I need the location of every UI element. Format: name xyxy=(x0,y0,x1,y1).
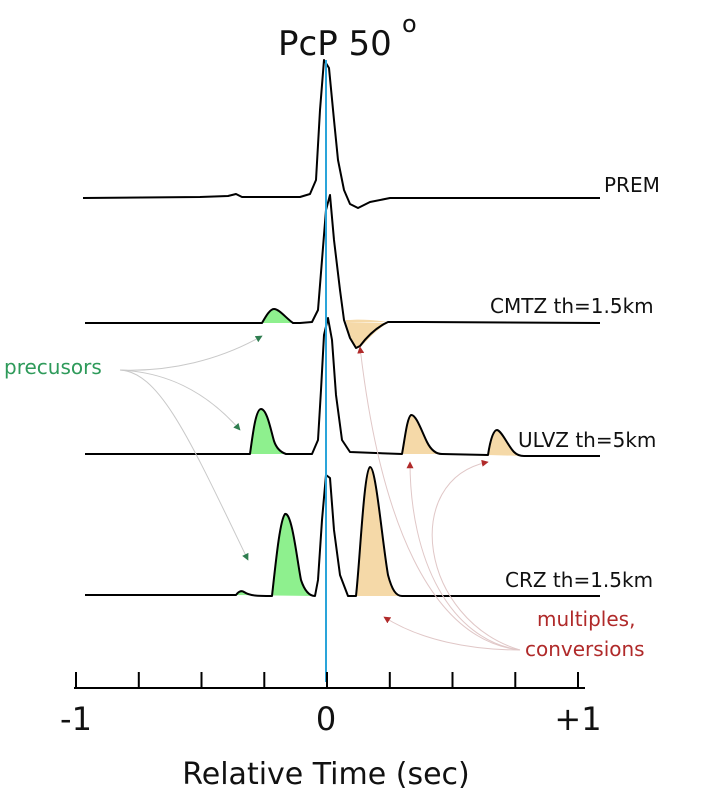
precursor-arrow-ulvz xyxy=(119,369,241,431)
multiple-arrow-crz xyxy=(383,616,521,651)
trace-cmtz xyxy=(85,194,601,349)
precursor-fill-crz xyxy=(236,513,315,596)
multiple-fill-cmtz xyxy=(346,319,388,348)
precursor-arrows xyxy=(119,335,263,561)
trace-crz xyxy=(85,466,600,597)
tick-label-zero: 0 xyxy=(316,700,336,738)
time-axis: -1 0 +1 Relative Time (sec) xyxy=(60,672,602,792)
precursors-label: precusors xyxy=(4,355,102,379)
precursor-fill-ulvz xyxy=(250,409,286,454)
axis-ticks xyxy=(75,672,579,688)
multiple-arrows xyxy=(357,346,521,651)
title-superscript: o xyxy=(402,10,417,38)
axis-title: Relative Time (sec) xyxy=(182,757,469,792)
multiple-arrow-cmtz xyxy=(357,346,521,651)
waveform-fills xyxy=(236,309,524,596)
multiple-arrow-ulvz-1 xyxy=(406,461,521,651)
multiples-label-line2: conversions xyxy=(525,637,645,661)
multiples-label-line1: multiples, xyxy=(537,607,635,631)
trace-label-ulvz: ULVZ th=5km xyxy=(518,428,656,452)
precursor-arrow-cmtz xyxy=(119,335,263,371)
figure-title: PcP 50 xyxy=(278,24,392,64)
tick-label-minus-1: -1 xyxy=(60,700,92,738)
multiple-fill-crz xyxy=(356,467,402,596)
trace-prem xyxy=(82,59,600,209)
seismogram-traces xyxy=(82,59,601,597)
precursor-arrow-crz xyxy=(119,369,249,561)
multiple-fill-ulvz-2 xyxy=(488,430,524,456)
trace-label-crz: CRZ th=1.5km xyxy=(505,568,653,592)
multiple-arrow-ulvz-2 xyxy=(431,459,521,651)
multiple-fill-ulvz-1 xyxy=(402,414,442,454)
trace-ulvz xyxy=(85,317,600,457)
trace-label-prem: PREM xyxy=(604,173,660,197)
tick-label-plus-1: +1 xyxy=(554,700,601,738)
trace-label-cmtz: CMTZ th=1.5km xyxy=(490,294,654,318)
